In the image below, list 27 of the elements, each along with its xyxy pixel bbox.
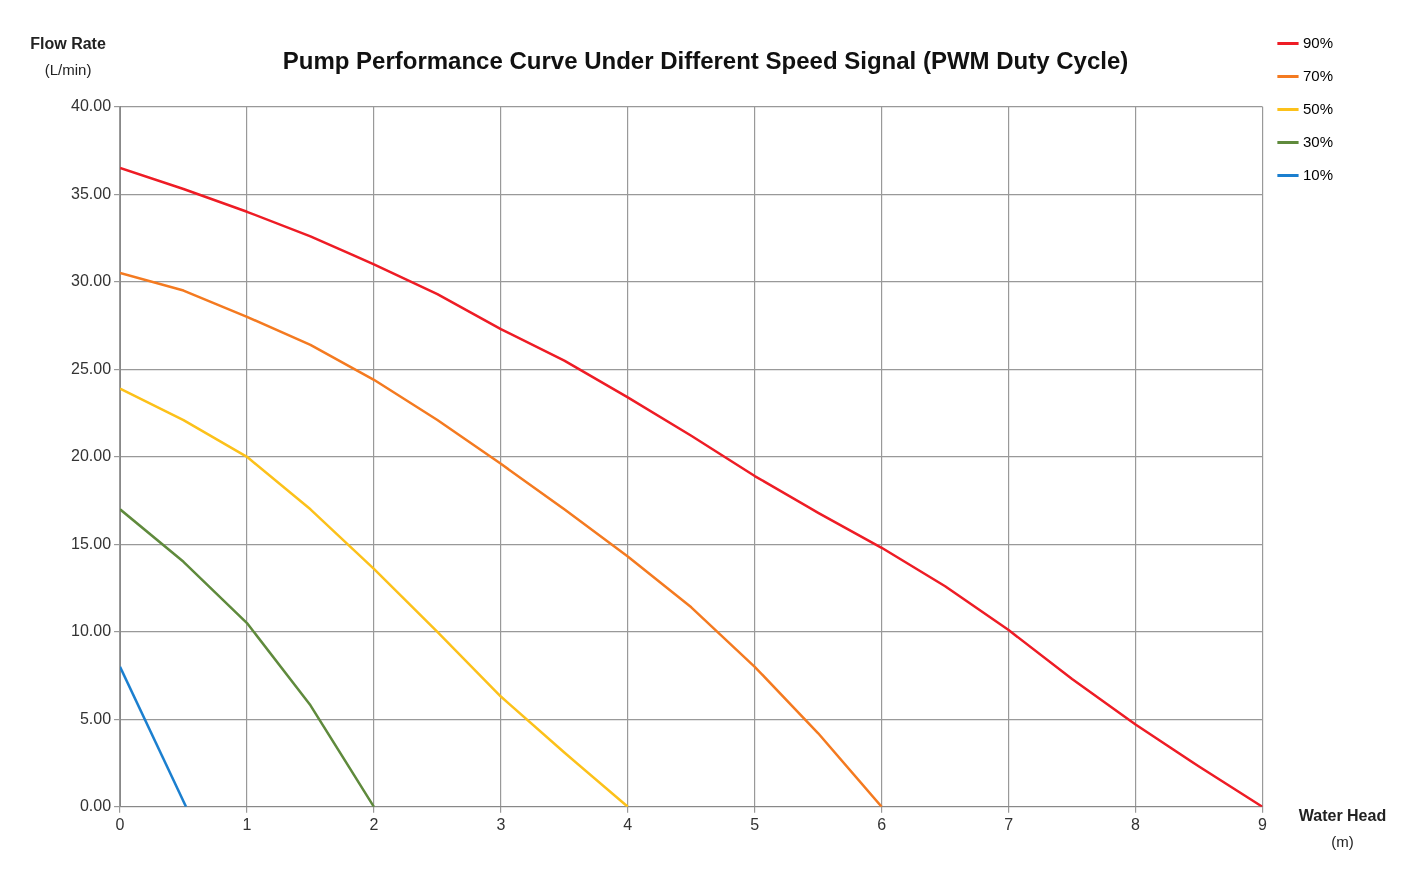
x-tick-label: 9 bbox=[1258, 815, 1268, 833]
legend-label: 70% bbox=[1302, 66, 1334, 84]
y-axis-title: Flow Rate (L/min) bbox=[30, 35, 106, 78]
x-tick-label: 0 bbox=[115, 815, 125, 833]
y-tick-label: 25.00 bbox=[70, 359, 112, 377]
y-tick-label: 40.00 bbox=[70, 97, 112, 115]
chart-title: Pump Performance Curve Under Different Speed Signal (PWM Duty Cycle) bbox=[282, 47, 1129, 75]
y-tick-label: 20.00 bbox=[70, 447, 112, 465]
legend-label: 50% bbox=[1302, 99, 1334, 117]
y-tick-label: 0.00 bbox=[79, 797, 112, 815]
x-tick-label: 4 bbox=[623, 815, 633, 833]
x-tick-label: 3 bbox=[496, 815, 506, 833]
y-tick-label: 30.00 bbox=[70, 272, 112, 290]
x-tick-label: 6 bbox=[877, 815, 887, 833]
x-axis-title: Water Head (m) bbox=[1298, 807, 1387, 850]
x-tick-label: 5 bbox=[750, 815, 760, 833]
legend-label: 10% bbox=[1302, 165, 1334, 183]
y-tick-label: 5.00 bbox=[79, 709, 112, 727]
legend-label: 30% bbox=[1302, 132, 1334, 150]
y-tick-label: 10.00 bbox=[70, 622, 112, 640]
x-tick-label: 7 bbox=[1004, 815, 1014, 833]
legend-label: 90% bbox=[1302, 33, 1334, 51]
y-tick-label: 15.00 bbox=[70, 534, 112, 552]
x-tick-label: 2 bbox=[369, 815, 379, 833]
x-tick-label: 1 bbox=[242, 815, 252, 833]
x-tick-label: 8 bbox=[1131, 815, 1141, 833]
y-tick-label: 35.00 bbox=[70, 184, 112, 202]
